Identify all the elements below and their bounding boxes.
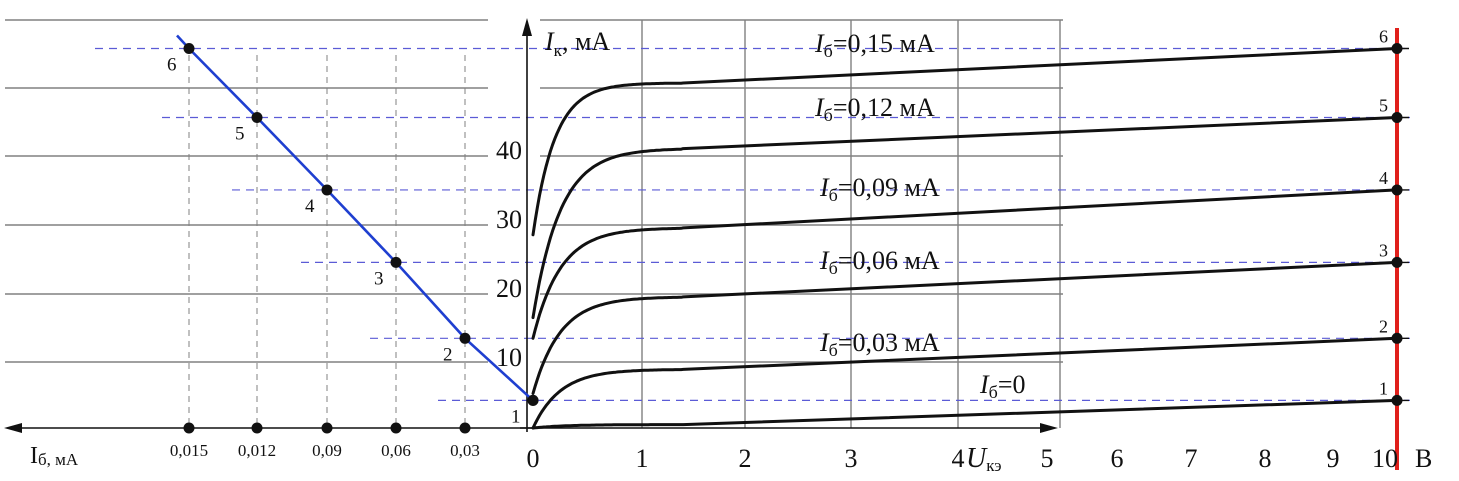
transfer-point-1 <box>527 394 539 406</box>
load-point-1 <box>1391 394 1403 406</box>
load-point-5 <box>1391 112 1403 123</box>
load-point-label-2: 2 <box>1379 316 1388 336</box>
x-tick-label-7: 7 <box>1185 444 1198 473</box>
ib-tick-label-3: 0,012 <box>238 441 276 460</box>
transfer-line <box>176 34 534 402</box>
curve-ib-4 <box>531 116 1399 320</box>
curve-label-1: Iб=0,03 мА <box>819 328 940 360</box>
dashed-guides <box>95 47 1410 401</box>
transfer-point-label-3: 3 <box>374 268 384 289</box>
ib-tick-dot-1 <box>390 422 402 434</box>
curve-label-4: Iб=0,12 мА <box>814 93 935 125</box>
x-axis-arrow <box>1040 423 1058 433</box>
x-tick-label-2: 2 <box>739 444 752 473</box>
transfer-point-6 <box>183 43 195 54</box>
y-axis-arrow <box>522 18 532 36</box>
transfer-point-label-5: 5 <box>235 124 245 145</box>
ib-tick-dot-4 <box>183 422 195 434</box>
x-tick-label-3: 3 <box>845 444 858 473</box>
ib-tick-label-1: 0,06 <box>381 441 411 460</box>
x-tick-label-6: 6 <box>1111 444 1124 473</box>
x-tick-label-5: 5 <box>1041 444 1054 473</box>
transfer-point-4 <box>321 184 333 196</box>
labels: Iб=0 Iб=0,03 мА Iб=0,06 мА Iб=0,09 мА Iб=0,1… <box>30 27 1432 476</box>
transfer-characteristic <box>176 34 539 406</box>
y-axis-label: Iк, мА <box>544 27 610 60</box>
transfer-point-3 <box>390 256 402 268</box>
load-point-3 <box>1391 256 1403 268</box>
load-point-label-1: 1 <box>1379 378 1388 398</box>
transfer-point-label-1: 1 <box>511 406 521 427</box>
load-line <box>1387 28 1409 470</box>
curve-label-2: Iб=0,06 мА <box>819 246 940 278</box>
load-point-label-6: 6 <box>1379 27 1388 47</box>
ib-tick-label-2: 0,09 <box>312 441 342 460</box>
x-tick-label-1: 1 <box>636 444 649 473</box>
curve-ib-0 <box>531 398 1399 430</box>
curve-label-0: Iб=0 <box>979 370 1026 402</box>
load-point-2 <box>1391 332 1403 344</box>
curve-ib-1 <box>531 336 1399 430</box>
transfer-point-2 <box>459 332 471 344</box>
y-tick-label-2: 30 <box>496 205 522 234</box>
load-point-6 <box>1391 43 1403 54</box>
x-tick-label-4: 4 <box>952 444 965 473</box>
x-tick-label-9: 9 <box>1327 444 1340 473</box>
load-point-label-3: 3 <box>1379 240 1388 260</box>
load-point-4 <box>1391 184 1403 196</box>
ib-tick-label-4: 0,015 <box>170 441 208 460</box>
load-point-label-4: 4 <box>1379 168 1388 188</box>
load-point-label-5: 5 <box>1379 96 1388 116</box>
ib-tick-dot-2 <box>321 422 333 434</box>
ib-tick-label-0: 0,03 <box>450 441 480 460</box>
x-unit-label: В <box>1415 444 1432 473</box>
curve-ib-3 <box>531 188 1399 340</box>
transfer-point-label-6: 6 <box>167 55 177 76</box>
transfer-point-label-2: 2 <box>443 344 453 365</box>
ib-axis-arrow <box>4 423 22 433</box>
curve-label-3: Iб=0,09 мА <box>819 173 940 205</box>
ib-tick-dot-3 <box>251 422 263 434</box>
transfer-point-5 <box>251 112 263 123</box>
x-tick-label-10: 10 <box>1372 444 1398 473</box>
x-tick-label-0: 0 <box>527 444 540 473</box>
curve-label-5: Iб=0,15 мА <box>814 29 935 61</box>
ib-axis-label: Iб, мА <box>30 443 79 469</box>
ib-tick-dot-0 <box>459 422 471 434</box>
y-tick-label-1: 20 <box>496 274 522 303</box>
x-tick-label-8: 8 <box>1259 444 1272 473</box>
output-curves <box>531 47 1399 430</box>
x-axis-label: Uкэ <box>966 443 1002 475</box>
curve-ib-2 <box>531 260 1399 395</box>
y-tick-label-3: 40 <box>496 136 522 165</box>
transfer-point-label-4: 4 <box>305 196 315 217</box>
curve-ib-5 <box>531 47 1399 237</box>
y-tick-label-0: 10 <box>496 343 522 372</box>
